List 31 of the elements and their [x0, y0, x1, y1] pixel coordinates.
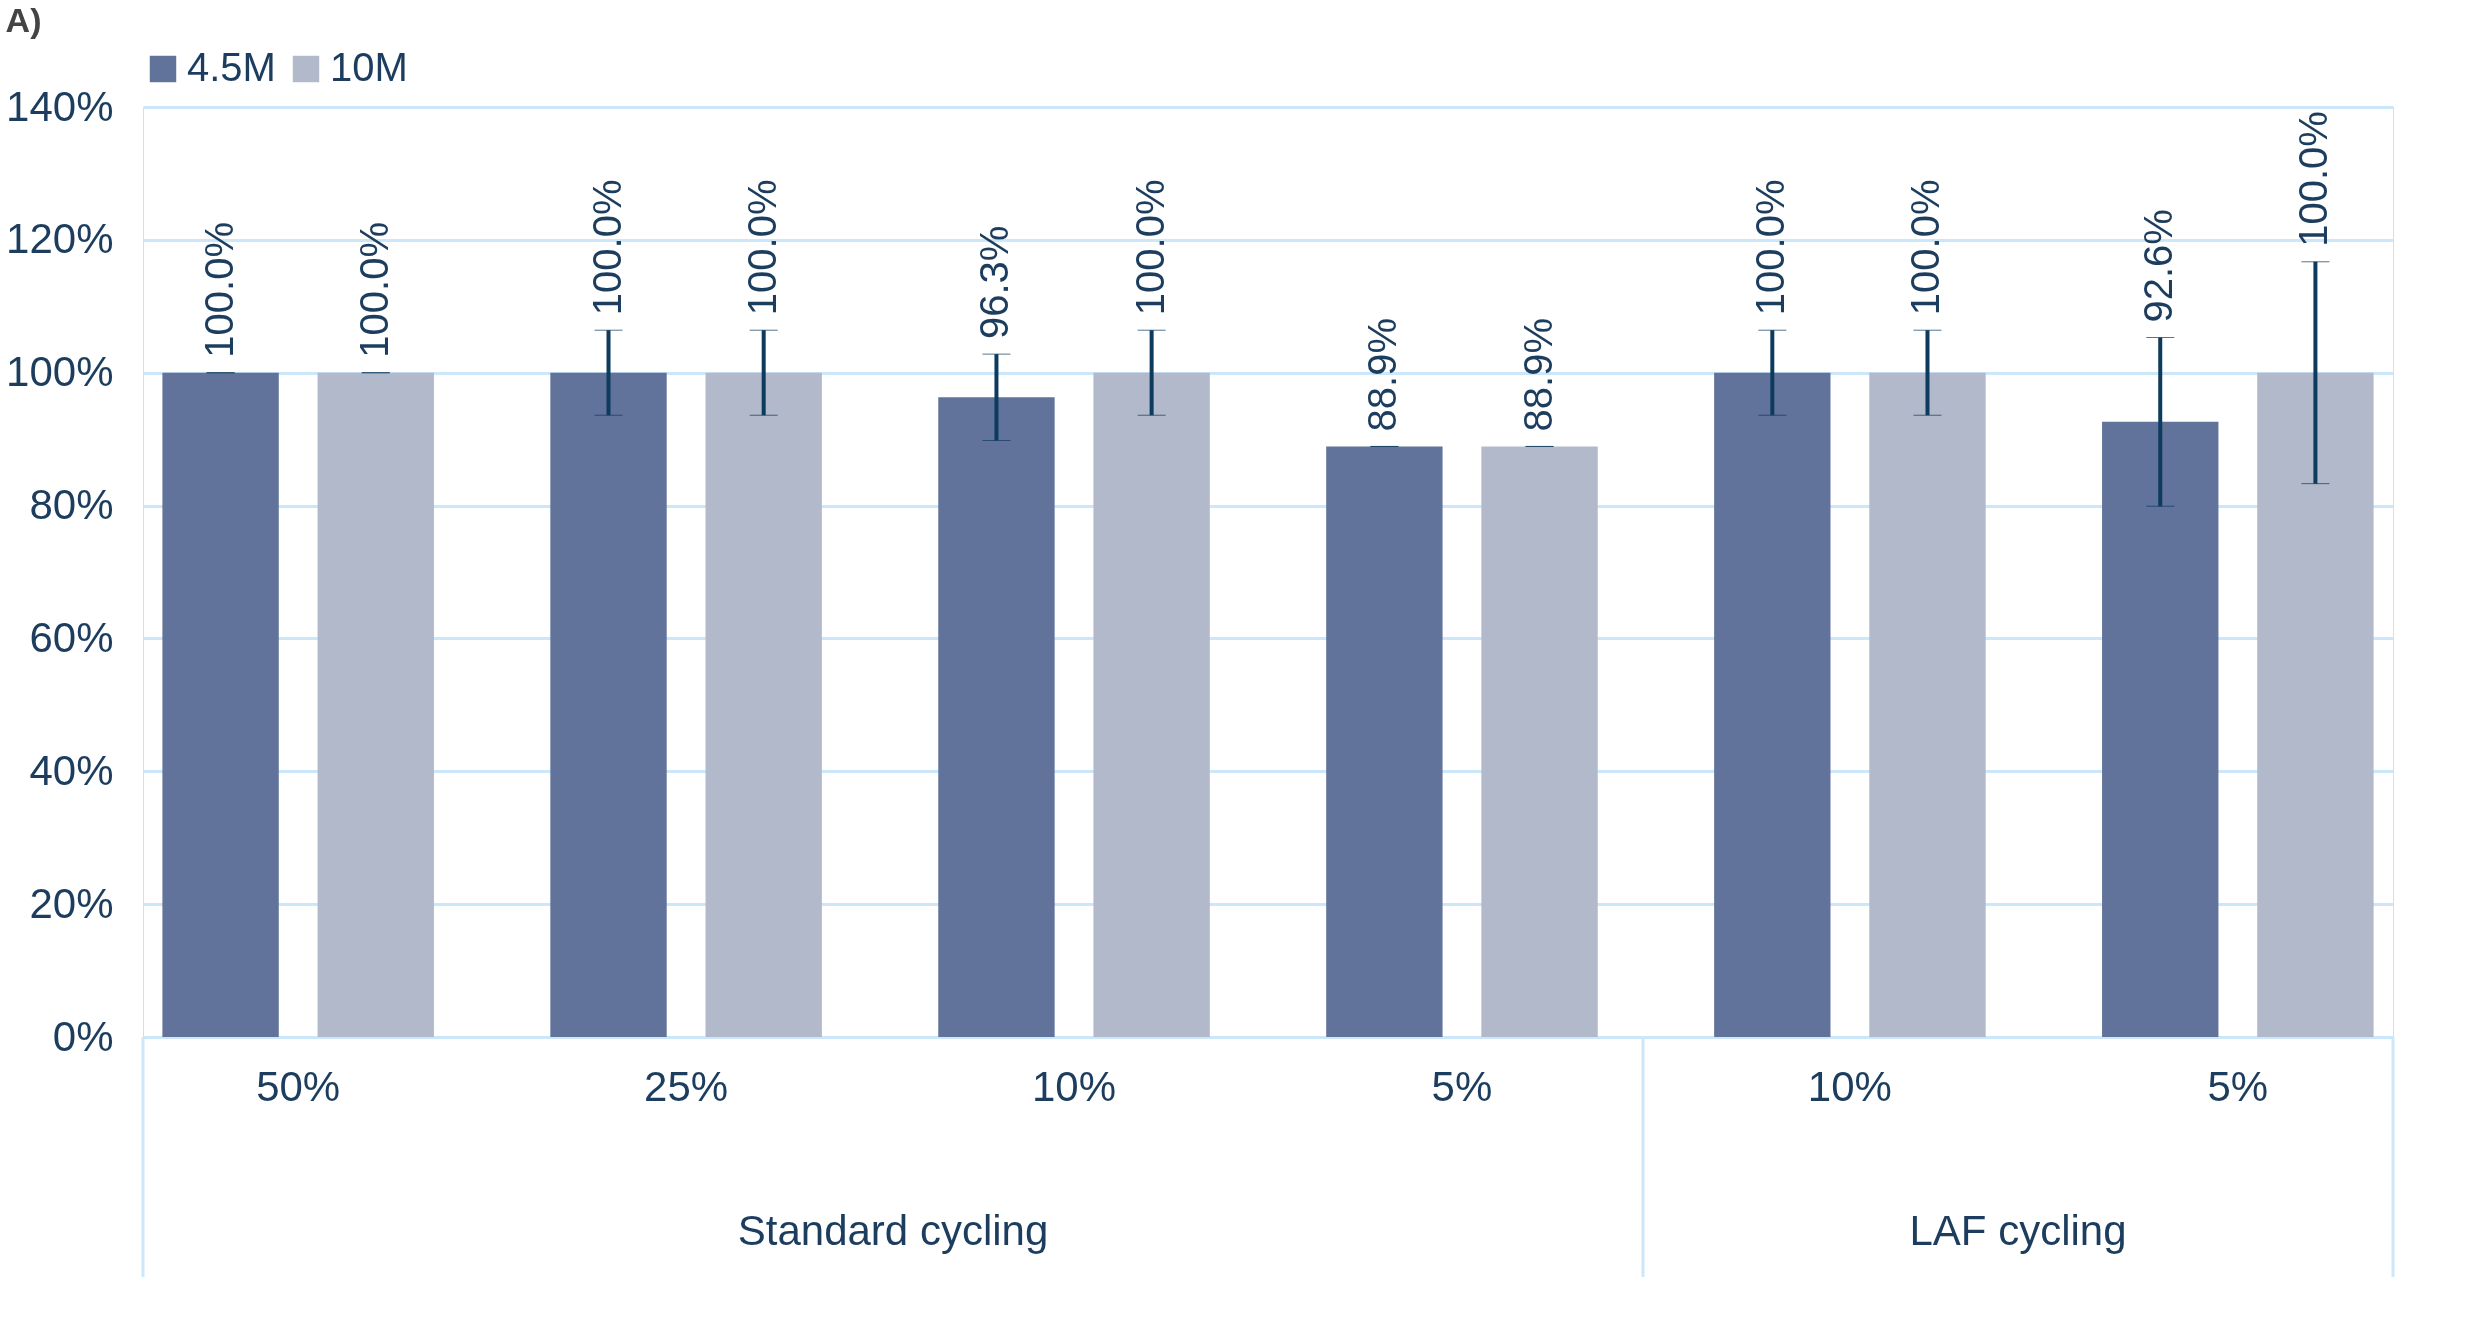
data-label: 88.9%: [1360, 318, 1405, 432]
y-tick-label: 0%: [52, 1012, 114, 1060]
y-tick-label: 40%: [29, 746, 114, 794]
data-label: 100.0%: [584, 179, 629, 316]
data-label: 92.6%: [2136, 209, 2181, 323]
y-tick-label: 20%: [29, 879, 114, 927]
y-tick-label: 60%: [29, 613, 114, 661]
chart-title: A): [5, 1, 42, 39]
text: LAF cycling: [1909, 1207, 2127, 1254]
y-tick-label: 120%: [6, 215, 114, 263]
x-tick-label: 10%: [1032, 1062, 1117, 1110]
data-label: 100.0%: [1903, 179, 1948, 316]
data-label: 100.0%: [351, 222, 396, 358]
y-tick-label: 100%: [6, 348, 114, 396]
y-tick-label: 80%: [29, 481, 114, 529]
data-label: 100.0%: [2291, 111, 2336, 247]
y-tick-label: 140%: [6, 82, 114, 130]
data-label: 100.0%: [196, 222, 241, 358]
data-label: 100.0%: [739, 179, 784, 316]
x-tick-label: 10%: [1807, 1062, 1892, 1110]
data-label: 88.9%: [1515, 318, 1560, 432]
data-label: 96.3%: [972, 225, 1017, 340]
data-label: 100.0%: [1748, 179, 1793, 316]
x-tick-label: 5%: [1431, 1062, 1493, 1110]
data-label: 100.0%: [1127, 179, 1172, 316]
x-tick-label: 50%: [256, 1062, 341, 1110]
legend-label: 4.5M: [187, 45, 276, 89]
x-tick-label: 25%: [644, 1062, 729, 1110]
legend-label: 10M: [330, 45, 408, 89]
text: Standard cycling: [737, 1207, 1049, 1254]
x-tick-label: 5%: [2207, 1062, 2269, 1110]
